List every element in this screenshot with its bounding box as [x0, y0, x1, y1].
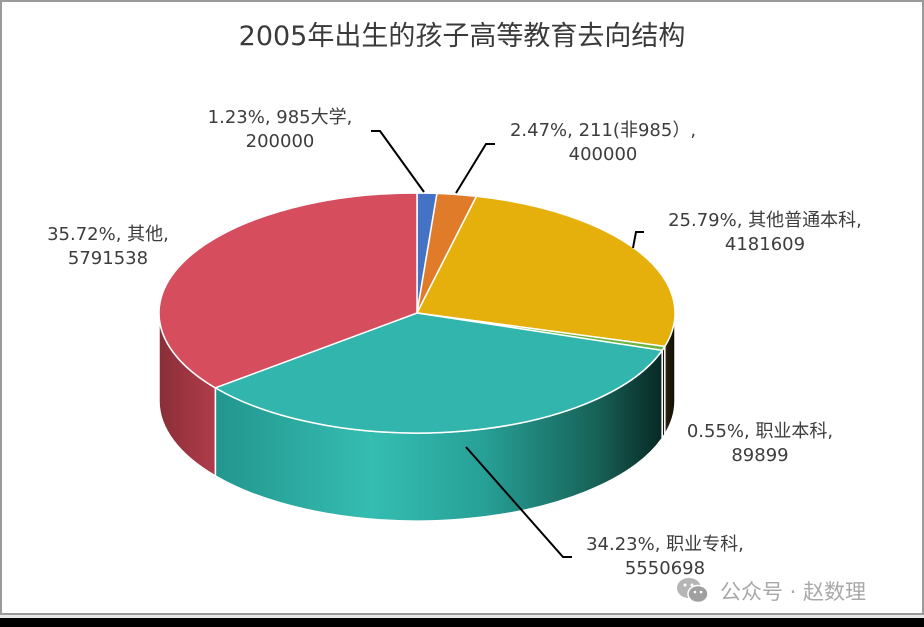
wechat-icon	[676, 576, 710, 606]
chart-title: 2005年出生的孩子高等教育去向结构	[238, 21, 686, 52]
data-label-211: 2.47%, 211(非985）, 400000	[493, 119, 713, 167]
data-label-vocational-college: 34.23%, 职业专科, 5550698	[570, 533, 760, 581]
watermark-text: 公众号 · 赵数理	[720, 580, 867, 604]
data-label-vocational-college-line1: 34.23%, 职业专科,	[586, 534, 744, 555]
data-label-985-line2: 200000	[245, 131, 315, 152]
pie-3d	[158, 192, 676, 522]
data-label-211-line1: 2.47%, 211(非985）,	[509, 120, 697, 141]
data-label-other-line2: 5791538	[67, 248, 149, 269]
pie-slice[interactable]	[213, 312, 664, 434]
data-label-vocational-bachelor-line2: 89899	[731, 445, 789, 466]
data-label-other-undergrad: 25.79%, 其他普通本科, 4181609	[640, 209, 890, 257]
data-label-985: 1.23%, 985大学, 200000	[190, 106, 370, 154]
data-label-211-line2: 400000	[568, 144, 638, 165]
pie-slice[interactable]	[158, 192, 418, 389]
data-label-other-line1: 35.72%, 其他,	[47, 224, 169, 245]
leader-line-211	[455, 143, 495, 194]
data-label-985-line1: 1.23%, 985大学,	[207, 107, 353, 128]
pie-slice[interactable]	[415, 195, 676, 348]
watermark: 公众号 · 赵数理	[676, 574, 866, 608]
leader-line-vocational-college	[465, 446, 572, 558]
data-label-other-undergrad-line1: 25.79%, 其他普通本科,	[668, 210, 862, 231]
data-label-vocational-bachelor-line1: 0.55%, 职业本科,	[686, 421, 834, 442]
data-label-vocational-bachelor: 0.55%, 职业本科, 89899	[670, 420, 850, 468]
leader-line-985	[371, 130, 425, 193]
data-label-other: 35.72%, 其他, 5791538	[28, 223, 188, 271]
data-label-other-undergrad-line2: 4181609	[724, 234, 806, 255]
leader-line-other-undergrad	[632, 231, 644, 249]
bottom-strip	[0, 615, 924, 618]
data-label-vocational-college-line2: 5550698	[624, 558, 706, 579]
leader-lines	[371, 130, 644, 558]
